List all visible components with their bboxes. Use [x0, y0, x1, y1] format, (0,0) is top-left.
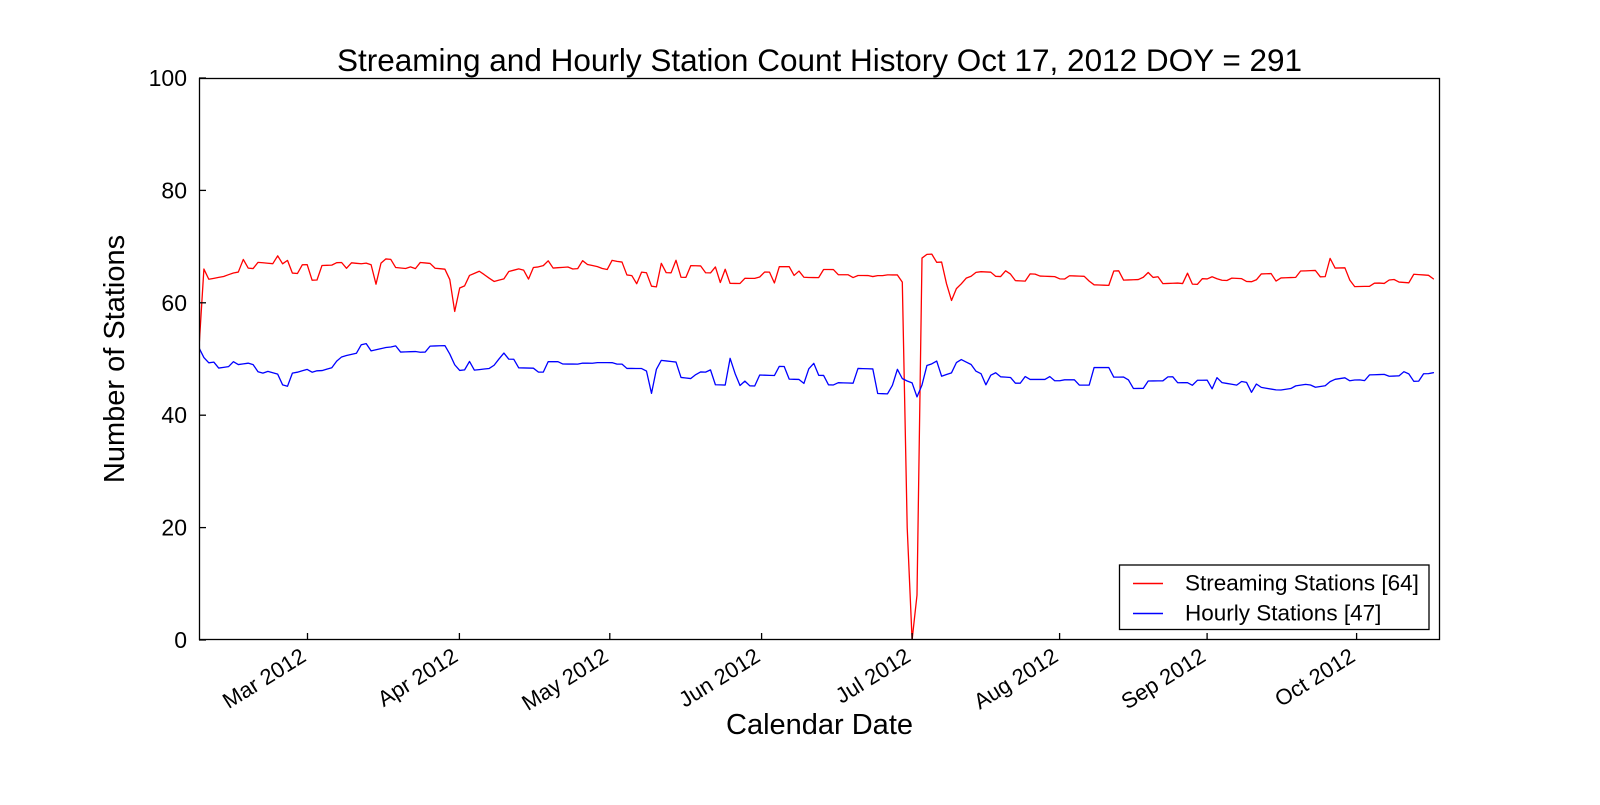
- svg-text:Sep 2012: Sep 2012: [1117, 643, 1210, 714]
- svg-text:Aug 2012: Aug 2012: [969, 643, 1062, 714]
- svg-text:Streaming and Hourly Station C: Streaming and Hourly Station Count Histo…: [337, 42, 1302, 78]
- svg-text:100: 100: [149, 65, 187, 91]
- svg-text:Hourly Stations [47]: Hourly Stations [47]: [1185, 601, 1381, 626]
- svg-text:Apr 2012: Apr 2012: [373, 643, 462, 712]
- svg-text:80: 80: [161, 177, 187, 203]
- svg-text:Oct 2012: Oct 2012: [1270, 643, 1359, 712]
- svg-text:Streaming Stations [64]: Streaming Stations [64]: [1185, 571, 1419, 596]
- svg-text:20: 20: [161, 515, 187, 541]
- svg-text:0: 0: [174, 627, 187, 653]
- svg-text:Jul 2012: Jul 2012: [831, 643, 915, 708]
- svg-text:May 2012: May 2012: [517, 643, 612, 715]
- svg-text:40: 40: [161, 402, 187, 428]
- svg-text:Calendar Date: Calendar Date: [726, 709, 913, 741]
- svg-text:Mar 2012: Mar 2012: [218, 643, 310, 713]
- svg-text:Jun 2012: Jun 2012: [674, 643, 764, 712]
- svg-text:Number of Stations: Number of Stations: [99, 235, 131, 483]
- svg-text:60: 60: [161, 290, 187, 316]
